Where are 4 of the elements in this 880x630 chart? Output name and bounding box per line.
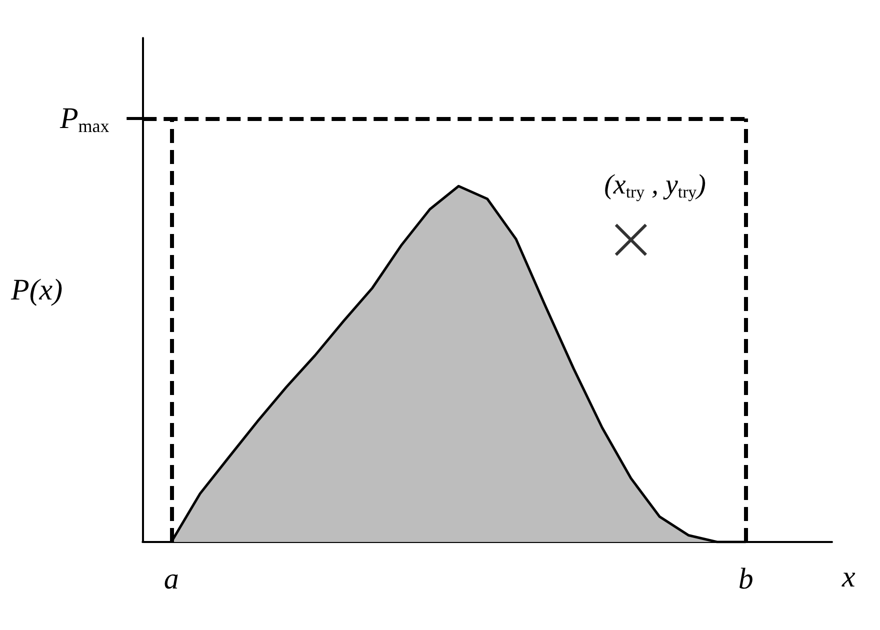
x-axis-title: x bbox=[841, 560, 856, 594]
x-tick-label: b bbox=[738, 562, 754, 596]
y-axis-title: P(x) bbox=[10, 274, 63, 306]
x-tick-label: a bbox=[164, 562, 179, 596]
